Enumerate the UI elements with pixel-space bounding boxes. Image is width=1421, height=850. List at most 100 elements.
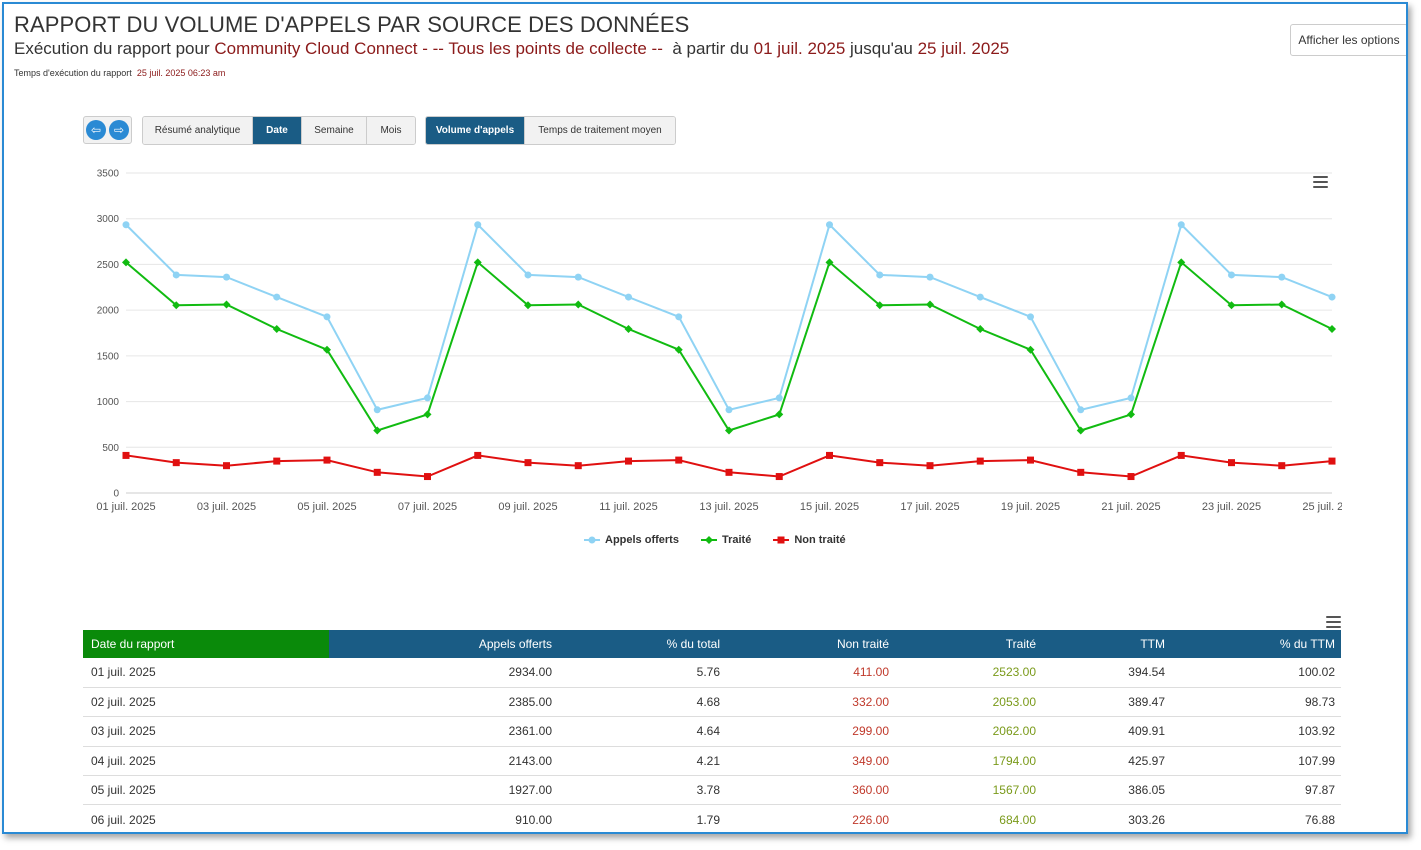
cell-percent-ttm: 97.87 (1171, 775, 1341, 806)
data-point (725, 426, 733, 435)
metric-tabs: Volume d'appels Temps de traitement moye… (425, 116, 676, 145)
y-tick-label: 1500 (97, 351, 120, 362)
series-line (125, 260, 1333, 432)
x-tick-label: 15 juil. 2025 (800, 501, 859, 513)
data-point (1277, 300, 1286, 309)
axis-layer: 0 500 1000 1500 2000 2500 3000 3500 01 juil. 202… (96, 169, 1342, 514)
square-marker-icon (773, 536, 790, 544)
data-point (674, 345, 683, 354)
data-point (524, 459, 532, 467)
x-tick-label: 23 juil. 2025 (1202, 501, 1261, 513)
tab-month[interactable]: Mois (367, 117, 415, 144)
cell-date: 06 juil. 2025 (83, 804, 329, 832)
column-header-percent-total[interactable]: % du total (558, 630, 726, 658)
subtitle-prefix: Exécution du rapport pour (14, 39, 210, 58)
arrow-left-icon[interactable]: ⇦ (86, 120, 106, 140)
cell-percent-total: 4.68 (558, 687, 726, 718)
data-point (1228, 459, 1235, 467)
y-tick-label: 2000 (97, 306, 120, 317)
line-chart: 0 500 1000 1500 2000 2500 3000 3500 01 juil. 202… (96, 169, 1342, 514)
arrow-right-icon[interactable]: ⇨ (109, 120, 129, 140)
end-date: 25 juil. 2025 (917, 39, 1010, 58)
cell-calls-offered: 2143.00 (329, 746, 558, 777)
data-point (725, 468, 733, 476)
cell-percent-total: 4.21 (558, 746, 726, 777)
data-point (1127, 410, 1135, 419)
column-header-not-handled[interactable]: Non traité (726, 630, 895, 658)
x-tick-label: 11 juil. 2025 (599, 501, 658, 513)
cell-percent-ttm: 103.92 (1171, 716, 1341, 747)
table-row: 05 juil. 2025 1927.00 3.78 360.00 1567.0… (83, 775, 1341, 806)
cell-ttm: 389.47 (1042, 687, 1171, 718)
to-label: jusqu'au (850, 39, 913, 58)
tab-executive-summary[interactable]: Résumé analytique (143, 117, 253, 144)
series-line (125, 222, 1333, 411)
cell-date: 02 juil. 2025 (83, 687, 329, 718)
cell-date: 04 juil. 2025 (83, 746, 329, 777)
column-header-handled[interactable]: Traité (895, 630, 1042, 658)
data-point (222, 300, 231, 309)
y-tick-label: 1000 (97, 397, 120, 408)
data-point (423, 410, 432, 419)
legend-item-not-handled[interactable]: Non traité (773, 534, 846, 546)
table-row: 06 juil. 2025 910.00 1.79 226.00 684.00 … (83, 804, 1341, 832)
cell-ttm: 394.54 (1042, 658, 1171, 688)
y-tick-label: 500 (102, 443, 119, 454)
cell-percent-total: 5.76 (558, 658, 726, 688)
table-row: 04 juil. 2025 2143.00 4.21 349.00 1794.0… (83, 746, 1341, 777)
data-point (1127, 473, 1135, 481)
data-point (1278, 273, 1286, 281)
data-point (524, 301, 532, 310)
data-point (373, 468, 381, 476)
tab-date[interactable]: Date (253, 117, 302, 144)
x-tick-label: 21 juil. 2025 (1101, 501, 1160, 513)
collect-points: - -- Tous les points de collecte -- (422, 39, 663, 58)
column-header-report-date[interactable]: Date du rapport (83, 630, 329, 658)
x-tick-label: 03 juil. 2025 (197, 501, 256, 513)
data-point (775, 473, 783, 481)
cell-handled: 1567.00 (895, 775, 1042, 806)
data-point (574, 462, 582, 470)
data-point (926, 462, 934, 470)
cell-calls-offered: 1927.00 (329, 775, 558, 806)
y-tick-label: 2500 (97, 260, 120, 271)
legend-label-offered: Appels offerts (605, 534, 679, 546)
cell-calls-offered: 910.00 (329, 804, 558, 832)
tab-week[interactable]: Semaine (302, 117, 367, 144)
column-header-ttm[interactable]: TTM (1042, 630, 1171, 658)
legend-label-handled: Traité (721, 534, 752, 546)
table-row: 03 juil. 2025 2361.00 4.64 299.00 2062.0… (83, 716, 1341, 747)
table-menu-icon[interactable] (1326, 616, 1341, 628)
data-point (172, 271, 180, 279)
table-row: 02 juil. 2025 2385.00 4.68 332.00 2053.0… (83, 687, 1341, 718)
cell-percent-ttm: 76.88 (1171, 804, 1341, 832)
report-title: RAPPORT DU VOLUME D'APPELS PAR SOURCE DE… (14, 12, 690, 37)
legend-item-handled[interactable]: Traité (700, 534, 752, 546)
from-label: à partir du (672, 39, 749, 58)
cell-date: 03 juil. 2025 (83, 716, 329, 747)
diamond-marker-icon (700, 536, 717, 544)
cell-not-handled: 349.00 (726, 746, 895, 777)
show-options-button[interactable]: Afficher les options (1290, 24, 1406, 56)
data-point (1227, 301, 1236, 310)
report-subtitle: Exécution du rapport pour Community Clou… (14, 39, 1009, 59)
data-point (825, 258, 834, 267)
data-point (1027, 313, 1034, 321)
period-navigation: ⇦ ⇨ (83, 116, 132, 144)
data-point (1328, 457, 1336, 465)
data-point (373, 406, 381, 414)
data-point (1127, 394, 1135, 402)
column-header-percent-ttm[interactable]: % du TTM (1171, 630, 1341, 658)
table-row: 01 juil. 2025 2934.00 5.76 411.00 2523.0… (83, 658, 1341, 688)
legend-item-offered[interactable]: Appels offerts (584, 534, 679, 546)
tab-average-handling-time[interactable]: Temps de traitement moyen (525, 117, 675, 144)
chart-menu-icon[interactable] (1313, 176, 1328, 188)
report-table: Date du rapport Appels offerts % du tota… (83, 630, 1341, 832)
tab-call-volume[interactable]: Volume d'appels (426, 117, 525, 144)
data-point (875, 301, 884, 310)
data-point (172, 301, 181, 310)
data-point (474, 451, 482, 459)
data-point (876, 459, 884, 467)
data-point (926, 273, 934, 281)
column-header-calls-offered[interactable]: Appels offerts (329, 630, 558, 658)
